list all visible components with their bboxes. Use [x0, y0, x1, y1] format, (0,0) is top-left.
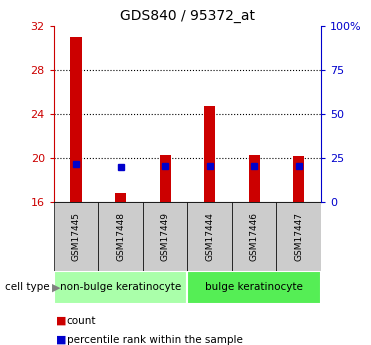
Bar [249, 155, 260, 202]
Text: count: count [67, 316, 96, 326]
Text: GSM17449: GSM17449 [161, 212, 170, 261]
Text: ▶: ▶ [52, 282, 60, 292]
Bar [54, 202, 98, 271]
Title: GDS840 / 95372_at: GDS840 / 95372_at [120, 9, 255, 23]
Text: ■: ■ [56, 335, 66, 345]
Bar [204, 106, 215, 202]
Text: GSM17445: GSM17445 [72, 212, 81, 261]
Bar [276, 202, 321, 271]
Bar [232, 202, 276, 271]
Bar [160, 155, 171, 202]
Text: GSM17446: GSM17446 [250, 212, 259, 261]
Bar [187, 202, 232, 271]
Bar [187, 271, 321, 304]
Text: GSM17447: GSM17447 [294, 212, 303, 261]
Text: percentile rank within the sample: percentile rank within the sample [67, 335, 243, 345]
Bar [98, 202, 143, 271]
Bar [70, 37, 82, 202]
Text: ■: ■ [56, 316, 66, 326]
Text: non-bulge keratinocyte: non-bulge keratinocyte [60, 282, 181, 292]
Text: cell type: cell type [6, 282, 50, 292]
Text: GSM17448: GSM17448 [116, 212, 125, 261]
Bar [293, 156, 304, 202]
Bar [115, 193, 126, 202]
Bar [143, 202, 187, 271]
Text: GSM17444: GSM17444 [205, 212, 214, 261]
Text: bulge keratinocyte: bulge keratinocyte [205, 282, 303, 292]
Bar [54, 271, 187, 304]
